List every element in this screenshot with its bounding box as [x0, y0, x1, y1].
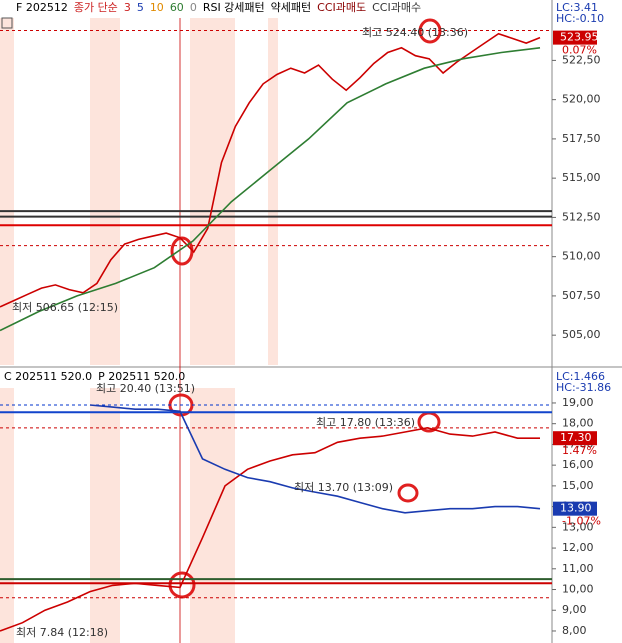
corner-text: HC:-31.86 — [556, 381, 611, 394]
legend-item: 10 — [150, 1, 164, 14]
legend-item: 0 — [190, 1, 197, 14]
y-tick-label: 507,50 — [562, 289, 601, 302]
annotation: 최고 524.40 (13:36) — [362, 26, 468, 39]
last-price-box — [553, 431, 597, 446]
y-tick-label: 16,00 — [562, 458, 594, 471]
legend-item: CCI과매도 — [317, 1, 366, 14]
series-line — [89, 404, 541, 514]
corner-text: LC:3.41 — [556, 1, 598, 14]
annotation: 최저 506.65 (12:15) — [12, 301, 118, 314]
legend-item: 3 — [124, 1, 131, 14]
legend-item: 60 — [170, 1, 184, 14]
change-pct: 0.07% — [562, 44, 597, 57]
legend-item: C 202511 520.0 — [4, 370, 92, 383]
series-line — [0, 32, 541, 308]
shading — [0, 18, 278, 643]
y-tick-label: 505,00 — [562, 328, 601, 341]
y-tick-label: 10,00 — [562, 583, 594, 596]
series-line — [0, 426, 540, 632]
y-tick-label: 510,00 — [562, 250, 601, 263]
y-tick-label: 520,00 — [562, 93, 601, 106]
y-tick-label: 15,00 — [562, 479, 594, 492]
y-tick-label: 12,00 — [562, 541, 594, 554]
last-price: 17.30 — [560, 431, 592, 444]
y-tick-label: 9,00 — [562, 603, 587, 616]
y-tick-label: 522,50 — [562, 53, 601, 66]
last-price-box — [553, 501, 597, 516]
annotation: 최고 17.80 (13:36) — [316, 416, 415, 429]
annotation: 최저 7.84 (12:18) — [16, 626, 108, 639]
legend-item: 5 — [137, 1, 144, 14]
legend-item: 약세패턴 — [271, 0, 311, 14]
legend-item: CCI과매수 — [372, 1, 421, 14]
y-tick-label: 19,00 — [562, 396, 594, 409]
last-price-box — [553, 30, 597, 45]
y-tick-label: 8,00 — [562, 624, 587, 637]
last-price: 523.95 — [560, 31, 599, 44]
y-tick-label: 13,00 — [562, 520, 594, 533]
series-line — [0, 47, 541, 332]
corner-text: HC:-0.10 — [556, 12, 604, 25]
legend-item: RSI 강세패턴 — [203, 1, 265, 14]
legend-item: P 202511 520.0 — [98, 370, 185, 383]
y-tick-label: 517,50 — [562, 132, 601, 145]
y-tick-label: 515,00 — [562, 171, 601, 184]
y-tick-label: 11,00 — [562, 562, 594, 575]
change-pct: -1.07% — [562, 515, 601, 528]
y-tick-label: 18,00 — [562, 417, 594, 430]
y-tick-label: 512,50 — [562, 210, 601, 223]
last-price: 13.90 — [560, 502, 592, 515]
grid-icon[interactable] — [1, 17, 13, 29]
legend-item: 종가 단순 — [74, 1, 118, 14]
annotation: 최저 13.70 (13:09) — [294, 481, 393, 494]
annotation: 최고 20.40 (13:51) — [96, 382, 195, 395]
change-pct: 1.47% — [562, 444, 597, 457]
legend-item: F 202512 — [16, 1, 68, 14]
corner-text: LC:1.466 — [556, 370, 605, 383]
